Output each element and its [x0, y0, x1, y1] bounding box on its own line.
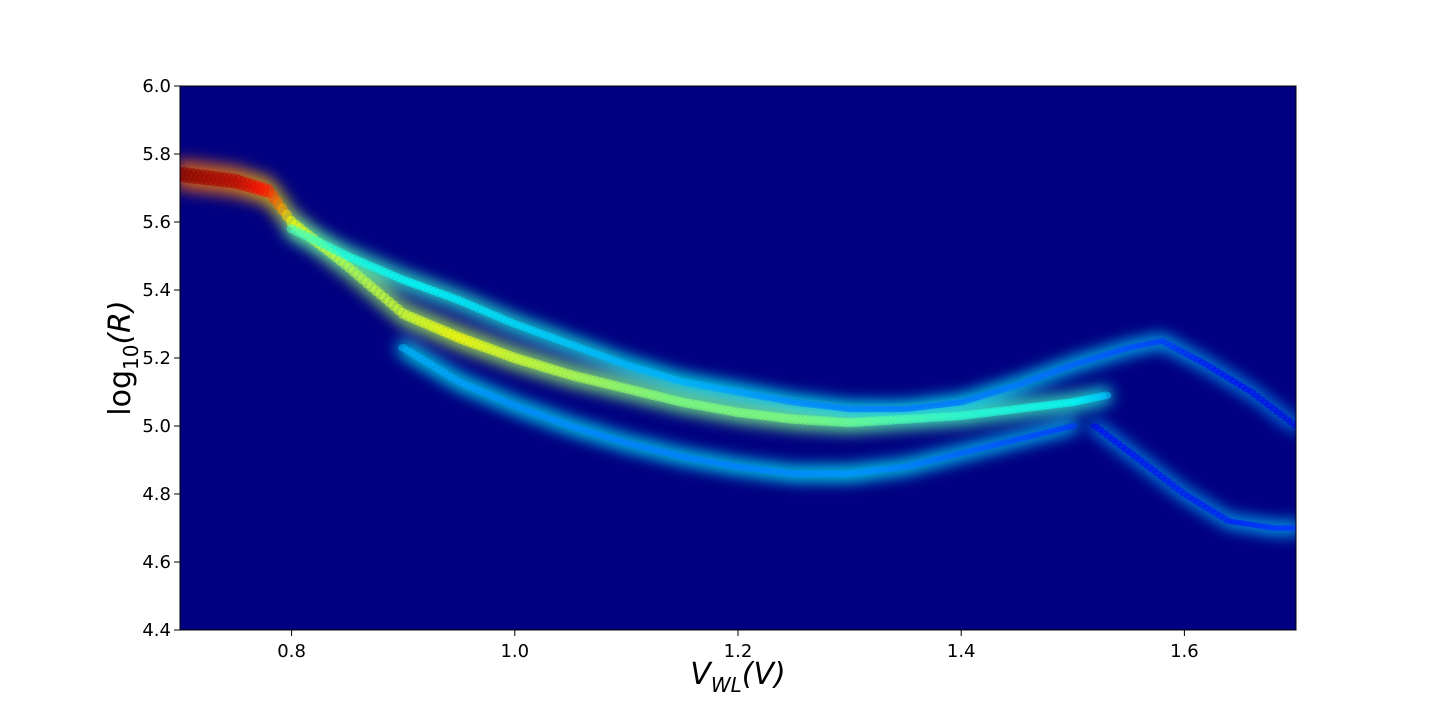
heatmap-density — [180, 157, 1296, 537]
y-tick-label: 4.8 — [142, 484, 171, 505]
plot-background — [180, 86, 1296, 630]
y-tick-label: 5.6 — [142, 212, 171, 233]
density-band-2-mark — [1291, 423, 1296, 429]
y-axis-label: log10(R) — [103, 300, 143, 415]
y-tick-label: 4.4 — [142, 620, 171, 641]
y-axis: 4.4 4.6 4.8 5.0 5.2 5.4 5.6 5.8 6.0 — [142, 76, 180, 641]
y-tick-label: 5.4 — [142, 280, 171, 301]
density-band-1-mark — [1101, 391, 1112, 400]
density-band-4-mark — [1291, 524, 1296, 532]
y-tick-label: 4.6 — [142, 552, 171, 573]
y-tick-label: 5.8 — [142, 144, 171, 165]
y-tick-label: 5.2 — [142, 348, 171, 369]
density-core — [180, 166, 1296, 532]
x-tick-label: 1.2 — [724, 641, 753, 662]
y-tick-label: 5.0 — [142, 416, 171, 437]
x-tick-label: 1.6 — [1170, 641, 1199, 662]
x-tick-label: 1.4 — [947, 641, 976, 662]
x-axis: 0.8 1.0 1.2 1.4 1.6 — [277, 630, 1199, 662]
x-tick-label: 0.8 — [277, 641, 306, 662]
density-band-3-mark — [1067, 422, 1078, 430]
x-axis-label: VWL(V) — [690, 657, 785, 697]
x-tick-label: 1.0 — [500, 641, 529, 662]
y-tick-label: 6.0 — [142, 76, 171, 97]
